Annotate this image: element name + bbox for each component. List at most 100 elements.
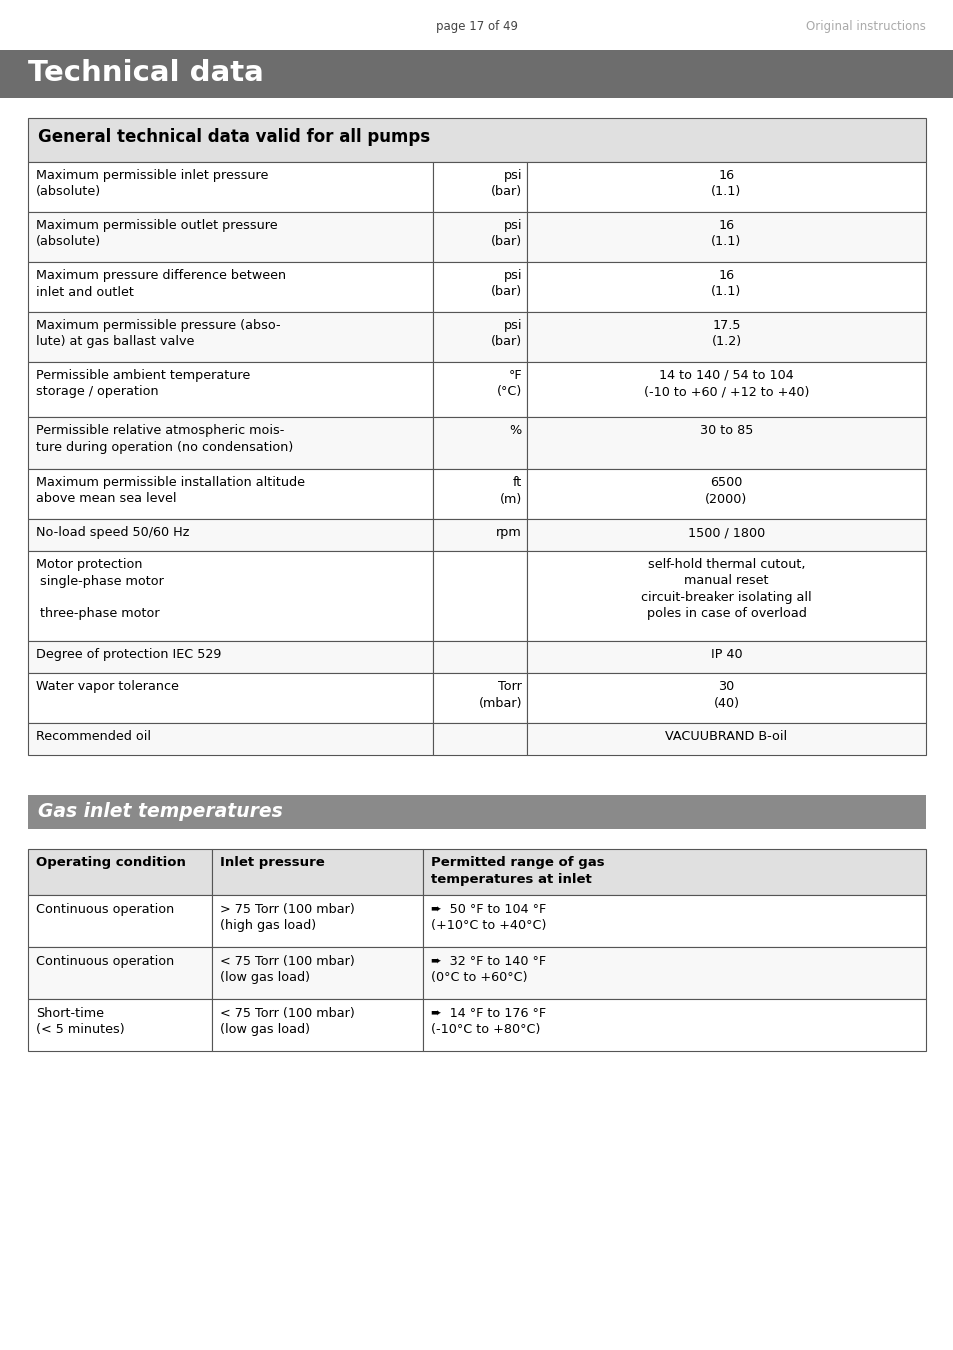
Bar	[526, 362, 925, 417]
Bar	[28, 946, 212, 999]
Bar	[28, 312, 433, 362]
Text: < 75 Torr (100 mbar)
(low gas load): < 75 Torr (100 mbar) (low gas load)	[220, 1007, 355, 1037]
Text: 1500 / 1800: 1500 / 1800	[687, 526, 764, 539]
Text: Maximum pressure difference between
inlet and outlet: Maximum pressure difference between inle…	[36, 269, 286, 298]
Bar	[526, 551, 925, 641]
Bar	[28, 212, 433, 262]
Bar	[0, 50, 953, 99]
Bar	[433, 262, 526, 312]
Text: Continuous operation: Continuous operation	[36, 954, 174, 968]
Text: Inlet pressure: Inlet pressure	[220, 856, 324, 869]
Text: Recommended oil: Recommended oil	[36, 730, 151, 742]
Text: < 75 Torr (100 mbar)
(low gas load): < 75 Torr (100 mbar) (low gas load)	[220, 954, 355, 984]
Text: ft
(m): ft (m)	[499, 477, 521, 505]
Bar	[212, 895, 422, 946]
Bar	[422, 946, 925, 999]
Bar	[526, 468, 925, 518]
Text: 17.5
(1.2): 17.5 (1.2)	[711, 319, 740, 348]
Text: Maximum permissible outlet pressure
(absolute): Maximum permissible outlet pressure (abs…	[36, 219, 277, 248]
Text: 16
(1.1): 16 (1.1)	[711, 219, 740, 248]
Text: self-hold thermal cutout,
manual reset
circuit-breaker isolating all
poles in ca: self-hold thermal cutout, manual reset c…	[640, 558, 811, 621]
Text: Gas inlet temperatures: Gas inlet temperatures	[38, 802, 282, 821]
Text: Technical data: Technical data	[28, 59, 263, 86]
Bar	[28, 724, 433, 755]
Bar	[28, 551, 433, 641]
Bar	[422, 895, 925, 946]
Bar	[526, 724, 925, 755]
Bar	[433, 362, 526, 417]
Bar	[28, 999, 212, 1052]
Text: Short-time
(< 5 minutes): Short-time (< 5 minutes)	[36, 1007, 125, 1037]
Text: > 75 Torr (100 mbar)
(high gas load): > 75 Torr (100 mbar) (high gas load)	[220, 903, 355, 933]
Text: Operating condition: Operating condition	[36, 856, 186, 869]
Bar	[433, 724, 526, 755]
Bar	[526, 518, 925, 551]
Bar	[526, 262, 925, 312]
Text: Permissible ambient temperature
storage / operation: Permissible ambient temperature storage …	[36, 369, 250, 398]
Text: psi
(bar): psi (bar)	[491, 269, 521, 298]
Bar	[433, 312, 526, 362]
Bar	[433, 674, 526, 724]
Bar	[212, 999, 422, 1052]
Bar	[28, 362, 433, 417]
Bar	[422, 999, 925, 1052]
Text: VACUUBRAND B-oil: VACUUBRAND B-oil	[665, 730, 787, 742]
Text: ➨  14 °F to 176 °F
(-10°C to +80°C): ➨ 14 °F to 176 °F (-10°C to +80°C)	[431, 1007, 545, 1037]
Bar	[433, 417, 526, 468]
Bar	[526, 312, 925, 362]
Bar	[433, 518, 526, 551]
Text: Original instructions: Original instructions	[805, 20, 925, 32]
Text: 16
(1.1): 16 (1.1)	[711, 169, 740, 198]
Bar	[28, 417, 433, 468]
Text: °F
(°C): °F (°C)	[497, 369, 521, 398]
Text: 16
(1.1): 16 (1.1)	[711, 269, 740, 298]
Text: Maximum permissible pressure (abso-
lute) at gas ballast valve: Maximum permissible pressure (abso- lute…	[36, 319, 280, 348]
Bar	[212, 946, 422, 999]
Bar	[28, 117, 925, 162]
Bar	[526, 417, 925, 468]
Text: 14 to 140 / 54 to 104
(-10 to +60 / +12 to +40): 14 to 140 / 54 to 104 (-10 to +60 / +12 …	[643, 369, 808, 398]
Bar	[526, 641, 925, 674]
Text: psi
(bar): psi (bar)	[491, 169, 521, 198]
Text: psi
(bar): psi (bar)	[491, 319, 521, 348]
Text: Degree of protection IEC 529: Degree of protection IEC 529	[36, 648, 221, 662]
Text: General technical data valid for all pumps: General technical data valid for all pum…	[38, 128, 430, 146]
Text: Motor protection
 single-phase motor

 three-phase motor: Motor protection single-phase motor thre…	[36, 558, 164, 621]
Text: Maximum permissible installation altitude
above mean sea level: Maximum permissible installation altitud…	[36, 477, 305, 505]
Text: ➨  32 °F to 140 °F
(0°C to +60°C): ➨ 32 °F to 140 °F (0°C to +60°C)	[431, 954, 545, 984]
Text: No-load speed 50/60 Hz: No-load speed 50/60 Hz	[36, 526, 190, 539]
Bar	[28, 674, 433, 724]
Text: 30
(40): 30 (40)	[713, 680, 739, 710]
Bar	[28, 162, 433, 212]
Text: Maximum permissible inlet pressure
(absolute): Maximum permissible inlet pressure (abso…	[36, 169, 268, 198]
Text: 6500
(2000): 6500 (2000)	[704, 477, 747, 505]
Bar	[433, 468, 526, 518]
Text: Continuous operation: Continuous operation	[36, 903, 174, 917]
Text: rpm: rpm	[496, 526, 521, 539]
Bar	[526, 674, 925, 724]
Bar	[433, 551, 526, 641]
Text: page 17 of 49: page 17 of 49	[436, 20, 517, 32]
Text: Permitted range of gas
temperatures at inlet: Permitted range of gas temperatures at i…	[431, 856, 604, 886]
Text: Torr
(mbar): Torr (mbar)	[478, 680, 521, 710]
Text: Permissible relative atmospheric mois-
ture during operation (no condensation): Permissible relative atmospheric mois- t…	[36, 424, 293, 454]
Bar	[28, 795, 925, 829]
Bar	[526, 212, 925, 262]
Bar	[28, 641, 433, 674]
Bar	[28, 518, 433, 551]
Bar	[433, 162, 526, 212]
Bar	[212, 849, 422, 895]
Bar	[433, 212, 526, 262]
Bar	[28, 849, 212, 895]
Bar	[28, 468, 433, 518]
Bar	[422, 849, 925, 895]
Text: ➨  50 °F to 104 °F
(+10°C to +40°C): ➨ 50 °F to 104 °F (+10°C to +40°C)	[431, 903, 546, 933]
Text: IP 40: IP 40	[710, 648, 741, 662]
Text: psi
(bar): psi (bar)	[491, 219, 521, 248]
Bar	[433, 641, 526, 674]
Bar	[28, 895, 212, 946]
Bar	[526, 162, 925, 212]
Text: Water vapor tolerance: Water vapor tolerance	[36, 680, 179, 693]
Text: 30 to 85: 30 to 85	[700, 424, 753, 437]
Bar	[28, 262, 433, 312]
